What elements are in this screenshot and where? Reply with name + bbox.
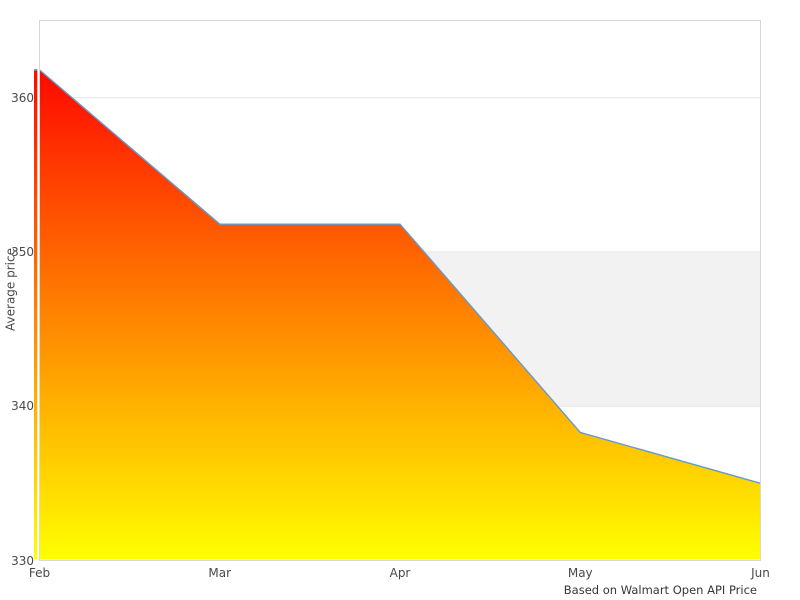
source-caption: Based on Walmart Open API Price: [563, 583, 757, 597]
x-tick-label: Mar: [208, 566, 232, 580]
y-tick-label: 340: [11, 399, 34, 414]
y-tick-label: 330: [11, 553, 34, 568]
y-tick-label: 350: [11, 244, 34, 259]
area-fill: [34, 69, 761, 560]
x-tick-label: Jun: [751, 566, 770, 580]
axis-cover: [37, 20, 40, 561]
plot-border: [39, 20, 761, 561]
x-tick-label: Feb: [28, 566, 51, 580]
x-tick-label: May: [567, 566, 593, 580]
y-tick-label: 360: [11, 90, 34, 105]
x-tick-label: Apr: [389, 566, 411, 580]
